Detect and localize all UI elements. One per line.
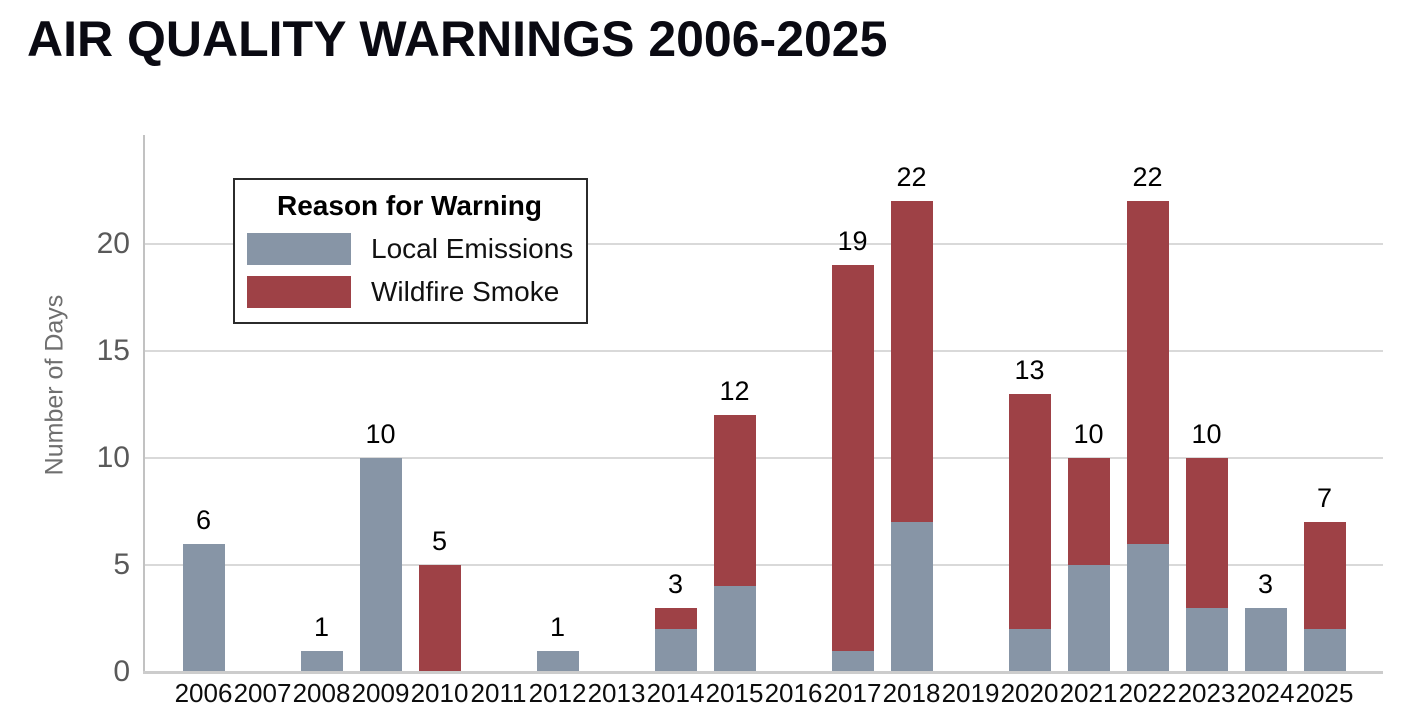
x-tick-label: 2008 [292,678,351,708]
x-tick-label: 2023 [1177,678,1236,708]
bar-segment-local-emissions [713,586,756,672]
bar-segment-local-emissions [890,522,933,672]
bar-total-label: 3 [1257,568,1274,599]
bar-total-label: 5 [431,526,448,556]
y-axis-label: Number of Days [40,294,69,476]
bar-segment-wildfire-smoke [1185,458,1228,608]
legend-label-local-emissions: Local Emissions [371,233,574,264]
y-tick-label: 5 [113,548,130,581]
y-axis-line [143,135,145,674]
x-tick-label: 2009 [351,678,410,708]
bar-total-label: 22 [896,162,927,193]
bar-total-label: 13 [1014,354,1045,385]
bar-segment-wildfire-smoke [890,201,933,523]
bar-total-label: 7 [1316,483,1333,514]
x-tick-label: 2011 [470,678,527,708]
x-tick-label: 2021 [1059,678,1118,708]
bar-segment-wildfire-smoke [1067,458,1110,565]
x-tick-label: 2007 [233,678,292,708]
bar-segment-local-emissions [1126,543,1169,672]
bar-segment-wildfire-smoke [831,265,874,651]
y-tick-label: 20 [96,227,130,260]
y-tick-label: 10 [96,441,130,474]
legend-item-wildfire-smoke: Wildfire Smoke [247,276,572,308]
bar-total-label: 6 [195,504,212,535]
bar-segment-wildfire-smoke [1126,201,1169,544]
x-tick-label: 2024 [1236,678,1295,708]
bar-total-label: 12 [719,376,750,407]
chart-title: AIR QUALITY WARNINGS 2006-2025 [27,11,888,67]
x-tick-label: 2019 [941,678,1000,708]
y-tick-label: 0 [113,655,130,688]
bar-segment-wildfire-smoke [654,607,697,630]
legend-item-local-emissions: Local Emissions [247,233,574,265]
legend-label-wildfire-smoke: Wildfire Smoke [371,276,560,307]
x-tick-label: 2013 [587,678,646,708]
wildfire-smoke-swatch [247,276,351,308]
x-tick-label: 2015 [705,678,764,708]
x-tick-label: 2022 [1118,678,1177,708]
gridline-15 [143,350,1383,352]
bar-total-label: 10 [365,419,396,449]
bar-segment-local-emissions [1008,629,1051,672]
bar-total-label: 10 [1073,419,1104,449]
bar-segment-local-emissions [536,650,579,672]
bar-segment-local-emissions [1244,607,1287,672]
bar-total-label: 1 [313,611,330,642]
x-tick-label: 2010 [410,678,469,708]
legend: Reason for Warning Local Emissions Wildf… [233,178,588,324]
bar-segment-wildfire-smoke [713,415,756,587]
x-tick-label: 2012 [528,678,587,708]
gridline-20 [143,243,1383,245]
x-tick-label: 2017 [823,678,882,708]
x-tick-label: 2025 [1295,678,1354,708]
bar-segment-local-emissions [654,629,697,672]
gridline-10 [143,457,1383,459]
x-tick-label: 2016 [764,678,823,708]
bar-total-label: 22 [1132,162,1163,193]
y-tick-label: 15 [96,334,130,367]
bar-segment-local-emissions [831,650,874,672]
bar-segment-wildfire-smoke [1303,522,1346,630]
x-axis-line [143,671,1383,674]
bar-segment-local-emissions [1303,629,1346,672]
local-emissions-swatch [247,233,351,265]
bar-segment-local-emissions [1185,607,1228,672]
bar-total-label: 10 [1191,419,1222,449]
bar-total-label: 1 [549,611,566,642]
bar-total-label: 3 [667,568,684,599]
bar-total-label: 19 [837,226,868,257]
x-tick-label: 2020 [1000,678,1059,708]
legend-title: Reason for Warning [277,190,542,221]
bar-segment-wildfire-smoke [1008,393,1051,630]
x-tick-label: 2006 [174,678,233,708]
x-tick-label: 2014 [646,678,705,708]
bar-segment-local-emissions [182,543,225,672]
bar-segment-local-emissions [1067,565,1110,672]
bar-segment-local-emissions [359,458,402,672]
bar-segment-local-emissions [300,650,343,672]
x-tick-label: 2018 [882,678,941,708]
gridline-5 [143,564,1383,566]
bar-segment-wildfire-smoke [418,565,461,672]
